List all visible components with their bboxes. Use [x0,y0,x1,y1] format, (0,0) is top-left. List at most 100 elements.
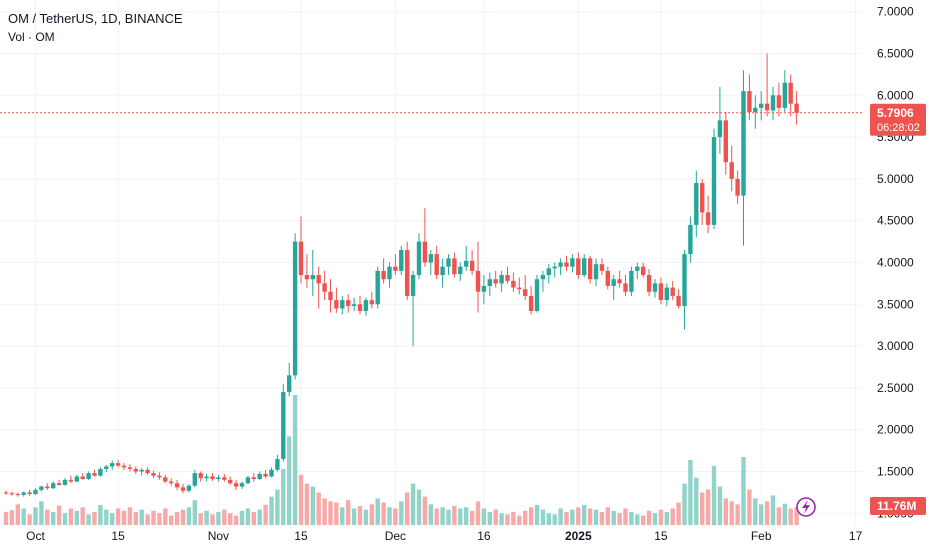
candle-body [776,95,782,108]
candle-body [39,486,44,490]
volume-bar [204,510,209,525]
candle-body [328,291,333,301]
candle-body [56,483,62,485]
candle-body [422,241,428,263]
time-axis[interactable]: Oct 15 Nov 15 Dec 16 2025 15 Feb 17 [26,529,862,543]
candle-body [346,300,351,306]
volume-bar [475,501,481,525]
candle-body [505,275,510,281]
volume-bar [3,512,9,525]
volume-bar [198,513,203,525]
volume-bar [493,509,498,525]
symbol-title[interactable]: OM / TetherUS, 1D, BINANCE [8,11,183,26]
candle-body [74,476,79,482]
volume-bar [328,501,333,525]
volume-bar [251,512,256,525]
candle-body [446,258,451,267]
candle-body [528,295,534,311]
candle-body [127,467,133,469]
volume-bar [133,512,138,525]
candle-body [723,120,728,163]
price-tick-label: 5.0000 [877,172,914,186]
candle-body [104,466,109,469]
candle-body [534,279,540,311]
candle-body [670,287,675,296]
volume-legend[interactable]: Vol · OM [8,30,55,44]
candle-body [770,95,776,111]
volume-bar [263,504,268,525]
candle-body [735,178,740,196]
volume-bar [753,498,758,525]
volume-bar [688,460,693,525]
candle-body [705,212,711,225]
price-tick-label: 6.0000 [877,88,914,102]
volume-bar [481,508,487,525]
volume-bar [416,489,422,525]
volume-bar [552,514,557,525]
candle-body [753,107,758,113]
candle-body [133,468,138,472]
volume-bar [782,503,787,525]
candle-body [210,476,215,480]
volume-bar [269,496,274,525]
volume-bar [794,507,799,525]
volume-bar [210,514,215,525]
volume-bar [487,512,492,525]
candle-body [222,477,227,480]
candle-body [729,162,734,179]
volume-bar [682,483,687,525]
volume-bar [239,510,245,525]
price-tick-label: 7.0000 [877,5,914,19]
volume-bar [33,507,38,525]
volume-bar [316,492,321,525]
candle-body [163,477,168,482]
volume-bar [759,504,764,525]
candle-body [552,266,557,269]
volume-bar [369,504,374,525]
price-tick-label: 3.5000 [877,297,914,311]
volume-bar [363,509,369,525]
candle-body [198,473,203,479]
volume-bar [216,512,221,525]
flash-icon[interactable] [796,497,816,517]
candle-body [416,241,422,276]
candle-body [487,279,492,286]
volume-bar [115,508,121,525]
bar-countdown: 06:28:02 [877,122,920,134]
candle-body [381,270,386,280]
candle-body [576,258,581,276]
volume-bar [617,513,622,525]
candle-body [298,241,304,276]
candlesticks [3,53,799,497]
volume-bar [505,514,510,525]
candle-body [369,300,374,305]
volume-bar [399,501,404,525]
volume-bar [21,508,26,525]
price-axis[interactable]: 7.00006.50006.00005.50005.00004.50004.00… [877,5,914,521]
volume-bar [98,504,103,525]
volume-bar [558,508,563,525]
candle-body [517,287,522,290]
volume-bar [233,515,239,525]
price-tick-label: 3.0000 [877,339,914,353]
volume-bar [528,507,534,525]
volume-bar [139,509,144,525]
volume-bar [446,509,451,525]
candle-body [233,483,239,487]
volume-bar [405,492,410,525]
candle-body [216,477,221,480]
volume-bar [523,510,528,525]
candle-body [564,262,569,267]
volume-bar [464,507,469,525]
candle-body [499,275,504,284]
candle-body [351,304,357,306]
volume-bar [322,498,327,525]
candle-body [27,492,32,495]
volume-bar [747,489,752,525]
volume-bar [593,509,599,525]
candle-body [45,486,50,489]
candle-body [694,183,699,225]
candle-body [546,268,551,276]
candle-body [92,473,97,476]
